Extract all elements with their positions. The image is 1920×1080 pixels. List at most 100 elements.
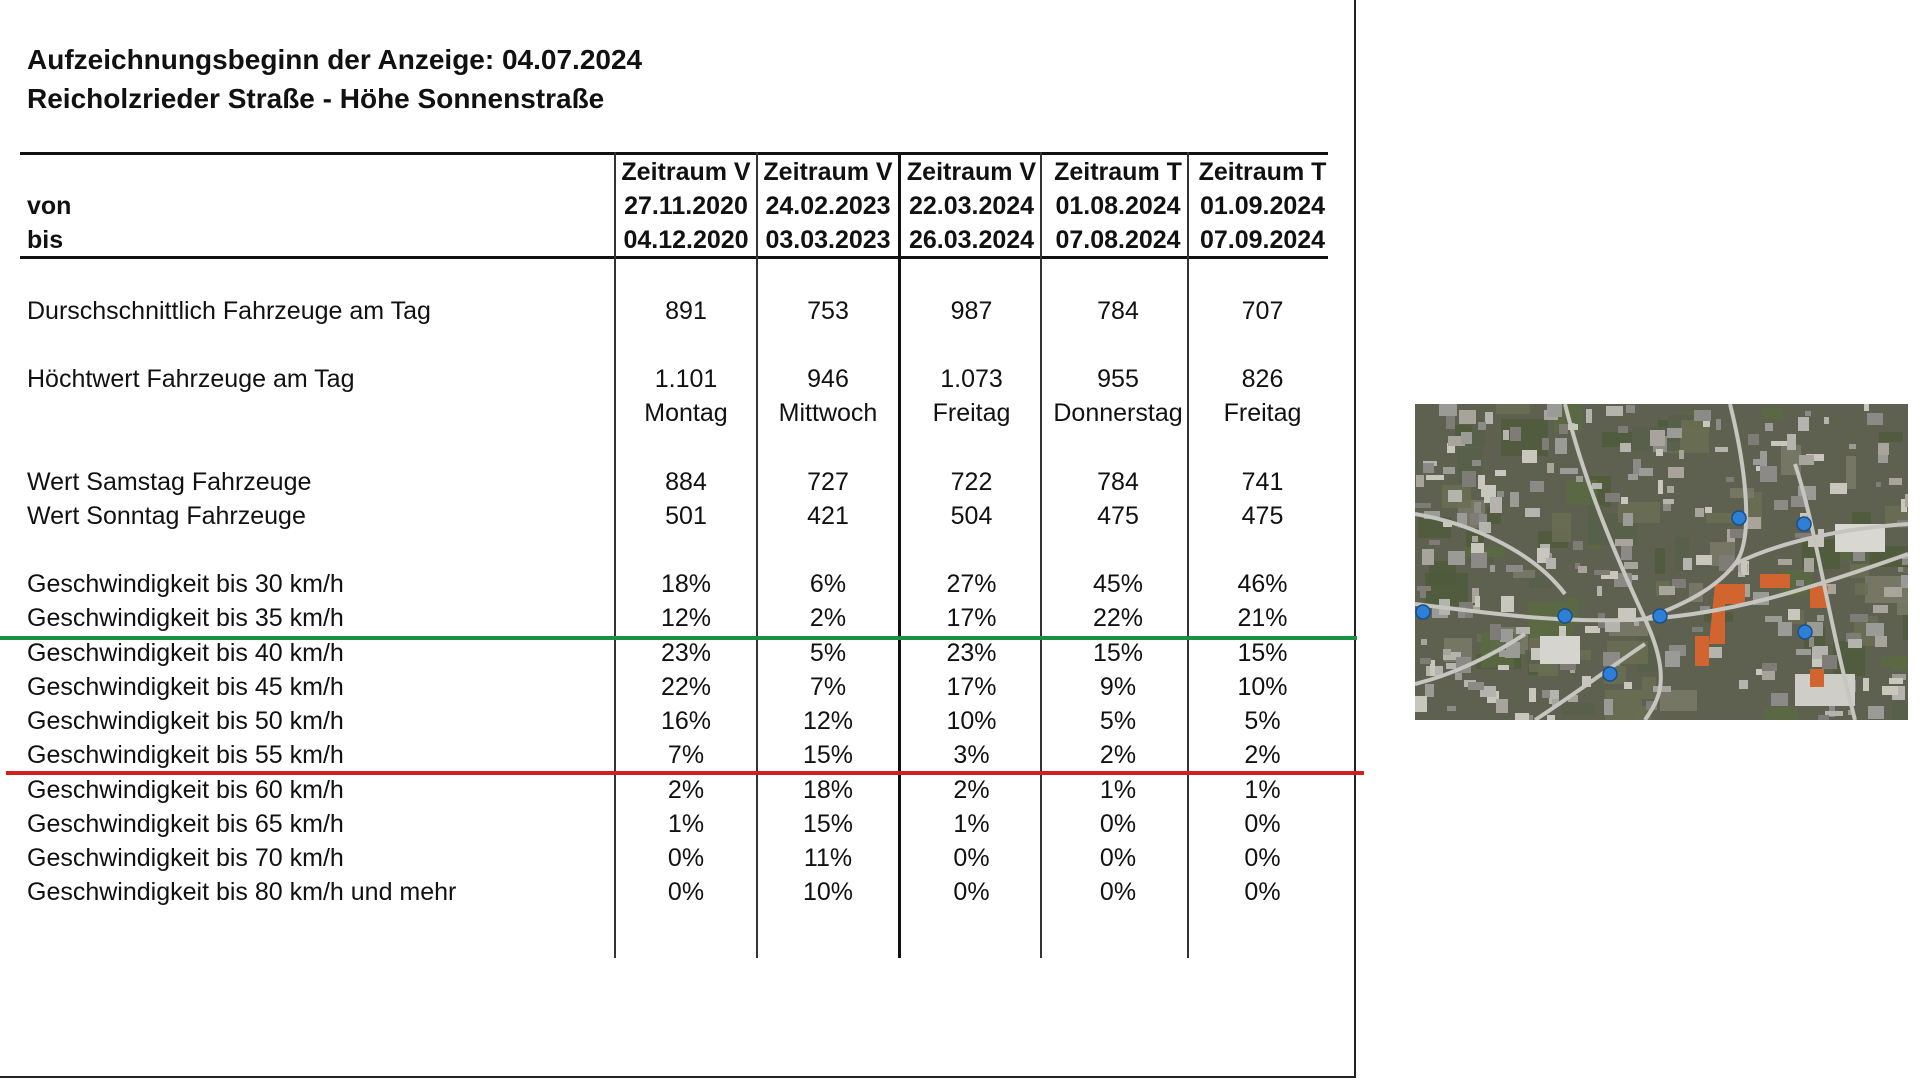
- table-cell: 46%: [1237, 570, 1288, 598]
- table-cell: 1.073: [940, 365, 1003, 393]
- table-cell: Donnerstag: [1053, 399, 1183, 427]
- table-cell: 23%: [660, 639, 712, 667]
- table-cell: 0%: [1099, 844, 1137, 872]
- table-cell: 1%: [1099, 776, 1137, 804]
- table-cell: 2%: [809, 604, 847, 632]
- table-cell: 27%: [946, 570, 997, 598]
- table-cell: 0%: [667, 878, 705, 906]
- period-name: Zeitraum V: [763, 158, 893, 186]
- table-cell: 15%: [1092, 639, 1144, 667]
- column-divider: [756, 152, 758, 958]
- table-cell: 2%: [1244, 741, 1281, 769]
- location-title: Reicholzrieder Straße - Höhe Sonnenstraß…: [27, 83, 605, 114]
- table-cell: 11%: [803, 844, 853, 872]
- table-cell: 2%: [1099, 741, 1137, 769]
- period-start-date: 01.08.2024: [1055, 192, 1181, 220]
- column-divider: [1187, 152, 1189, 958]
- table-cell: 7%: [667, 741, 705, 769]
- period-end-date: 07.09.2024: [1199, 226, 1326, 254]
- row-label: Geschwindigkeit bis 30 km/h: [27, 570, 344, 598]
- table-cell: 707: [1241, 297, 1284, 325]
- table-cell: 22%: [660, 673, 712, 701]
- table-cell: 15%: [802, 741, 854, 769]
- row-label: Durschschnittlich Fahrzeuge am Tag: [27, 297, 431, 325]
- period-end-date: 03.03.2023: [765, 226, 891, 254]
- row-label: Wert Sonntag Fahrzeuge: [27, 502, 306, 530]
- table-cell: 1%: [953, 810, 990, 838]
- period-name: Zeitraum V: [906, 158, 1037, 186]
- table-cell: 12%: [660, 604, 712, 632]
- period-end-date: 26.03.2024: [908, 226, 1035, 254]
- table-cell: 0%: [1244, 878, 1281, 906]
- period-name: Zeitraum V: [621, 158, 751, 186]
- table-cell: 0%: [1099, 810, 1137, 838]
- data-sheet: Aufzeichnungsbeginn der Anzeige: 04.07.2…: [0, 0, 1356, 1078]
- table-cell: 6%: [809, 570, 847, 598]
- table-cell: 22%: [1092, 604, 1144, 632]
- table-cell: 475: [1097, 502, 1139, 530]
- table-cell: 884: [665, 468, 707, 496]
- column-divider: [1040, 152, 1042, 958]
- table-cell: 421: [807, 502, 849, 530]
- table-cell: 1%: [667, 810, 705, 838]
- period-name: Zeitraum T: [1054, 158, 1182, 186]
- table-cell: 0%: [953, 878, 990, 906]
- header-bottom-rule: [20, 256, 1328, 259]
- table-cell: 0%: [1244, 844, 1281, 872]
- table-cell: 1%: [1244, 776, 1281, 804]
- period-start-date: 24.02.2023: [765, 192, 891, 220]
- period-start-date: 27.11.2020: [624, 192, 748, 220]
- table-cell: 826: [1241, 365, 1284, 393]
- row-label: Geschwindigkeit bis 50 km/h: [27, 707, 344, 735]
- table-cell: 2%: [667, 776, 705, 804]
- table-cell: 45%: [1092, 570, 1144, 598]
- aerial-map-image: [1415, 404, 1908, 720]
- table-cell: 891: [665, 297, 707, 325]
- row-label: Geschwindigkeit bis 40 km/h: [27, 639, 344, 667]
- green-threshold-line: [0, 636, 1357, 640]
- row-label: Geschwindigkeit bis 60 km/h: [27, 776, 344, 804]
- table-cell: 15%: [1237, 639, 1288, 667]
- table-cell: 0%: [1244, 810, 1281, 838]
- period-end-date: 04.12.2020: [623, 226, 749, 254]
- table-cell: 17%: [946, 604, 997, 632]
- row-label: Geschwindigkeit bis 45 km/h: [27, 673, 344, 701]
- table-cell: 987: [950, 297, 993, 325]
- period-end-date: 07.08.2024: [1055, 226, 1181, 254]
- row-label: Geschwindigkeit bis 35 km/h: [27, 604, 344, 632]
- table-cell: 5%: [1244, 707, 1281, 735]
- bis-label: bis: [27, 226, 64, 254]
- recording-start-title: Aufzeichnungsbeginn der Anzeige: 04.07.2…: [27, 44, 643, 75]
- column-divider: [898, 152, 901, 958]
- table-cell: Mittwoch: [778, 399, 878, 427]
- table-cell: 5%: [1099, 707, 1137, 735]
- table-cell: 9%: [1099, 673, 1137, 701]
- table-cell: 2%: [953, 776, 990, 804]
- table-cell: 1.101: [654, 365, 718, 393]
- row-label: Geschwindigkeit bis 55 km/h: [27, 741, 344, 769]
- table-cell: 946: [807, 365, 849, 393]
- row-label: Geschwindigkeit bis 65 km/h: [27, 810, 344, 838]
- table-cell: 0%: [953, 844, 990, 872]
- table-cell: 784: [1097, 468, 1139, 496]
- table-cell: Freitag: [932, 399, 1011, 427]
- row-label: Höchtwert Fahrzeuge am Tag: [27, 365, 355, 393]
- row-label: Geschwindigkeit bis 80 km/h und mehr: [27, 878, 457, 906]
- table-cell: 17%: [946, 673, 997, 701]
- table-cell: 7%: [809, 673, 847, 701]
- map-graphic: [1415, 404, 1908, 720]
- period-start-date: 22.03.2024: [908, 192, 1035, 220]
- column-divider: [614, 152, 616, 958]
- table-cell: Freitag: [1223, 399, 1302, 427]
- row-label: Wert Samstag Fahrzeuge: [27, 468, 312, 496]
- table-cell: 10%: [802, 878, 854, 906]
- table-cell: 504: [950, 502, 993, 530]
- table-cell: 501: [665, 502, 707, 530]
- row-label: Geschwindigkeit bis 70 km/h: [27, 844, 344, 872]
- table-cell: 0%: [667, 844, 705, 872]
- period-name: Zeitraum T: [1198, 158, 1327, 186]
- table-cell: 741: [1241, 468, 1284, 496]
- von-label: von: [27, 192, 72, 220]
- table-cell: 727: [807, 468, 849, 496]
- table-cell: 784: [1097, 297, 1139, 325]
